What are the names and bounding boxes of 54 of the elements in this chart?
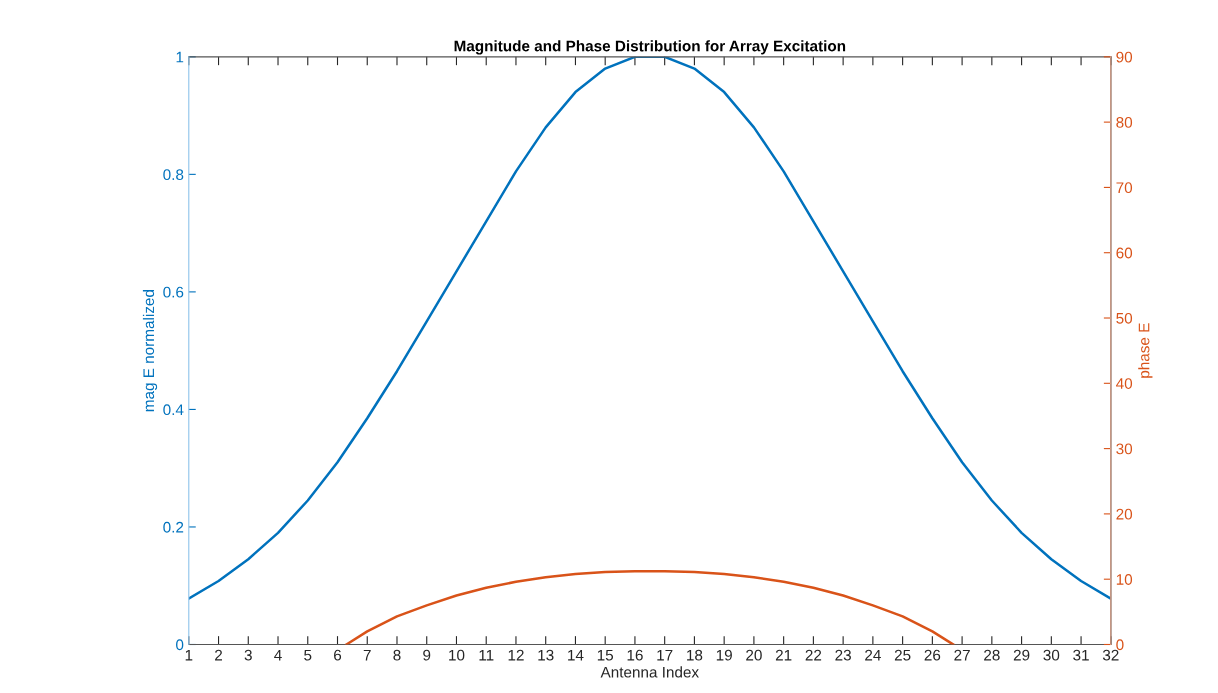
x-tick-label: 15 (597, 649, 614, 661)
x-tick-label: 13 (538, 649, 554, 661)
y2-tick-label: 30 (1116, 443, 1133, 455)
x-tick-label: 22 (805, 649, 822, 661)
x-tick-label: 14 (568, 649, 584, 661)
x-tick-label: 7 (363, 649, 371, 661)
line-series (188, 56, 1111, 600)
x-tick-label: 5 (304, 649, 312, 661)
x-tick-label: 1 (185, 649, 193, 661)
x-tick-label: 30 (1043, 649, 1060, 661)
x-tick-label: 2 (215, 649, 223, 661)
y2-tick-label: 90 (1116, 51, 1133, 63)
y2-tick-label: 40 (1116, 378, 1133, 389)
x-tick-label: 17 (657, 649, 673, 661)
x-tick-label: 10 (449, 649, 465, 661)
x-tick-label: 8 (393, 649, 401, 661)
x-tick-label: 28 (984, 649, 1000, 661)
x-tick-label: 32 (1102, 649, 1119, 661)
x-axis-title: Antenna Index (600, 666, 699, 678)
x-tick-label: 16 (627, 649, 643, 661)
y2-tick-label: 0 (1116, 639, 1124, 651)
x-tick-label: 24 (865, 649, 881, 661)
x-tick-label: 26 (924, 649, 941, 661)
x-tick-label: 9 (423, 649, 431, 661)
y2-tick-label: 80 (1116, 116, 1133, 128)
x-tick-label: 12 (508, 649, 524, 661)
x-tick-label: 29 (1013, 649, 1030, 661)
y-tick-label: 0.6 (163, 286, 184, 298)
y-tick-label: 0.4 (163, 404, 184, 416)
y-tick-label: 1 (176, 51, 184, 63)
chart-title: Magnitude and Phase Distribution for Array Excitation (454, 40, 846, 55)
x-tick-label: 25 (894, 649, 911, 661)
y2-axis-title: phase E (1138, 323, 1153, 378)
y2-tick-label: 20 (1116, 508, 1133, 520)
line-series (345, 570, 955, 645)
y2-tick-label: 70 (1116, 182, 1133, 194)
x-tick-label: 11 (479, 649, 494, 661)
y-tick-label: 0.2 (163, 521, 184, 533)
y-tick-label: 0 (176, 639, 184, 651)
x-tick-label: 23 (835, 649, 851, 661)
x-tick-label: 18 (687, 649, 703, 661)
x-tick-label: 4 (274, 649, 282, 661)
x-tick-label: 3 (244, 649, 252, 661)
x-tick-label: 20 (746, 649, 762, 661)
x-tick-label: 27 (954, 649, 970, 661)
x-tick-label: 6 (334, 649, 342, 661)
x-tick-label: 21 (775, 649, 792, 661)
y-tick-label: 0.8 (163, 169, 184, 181)
y2-tick-label: 10 (1116, 574, 1133, 585)
y-axis-title: mag E normalized (142, 290, 158, 412)
x-tick-label: 31 (1073, 649, 1089, 661)
y2-tick-label: 60 (1116, 247, 1133, 259)
y2-tick-label: 50 (1116, 312, 1133, 324)
x-tick-label: 19 (716, 649, 732, 661)
